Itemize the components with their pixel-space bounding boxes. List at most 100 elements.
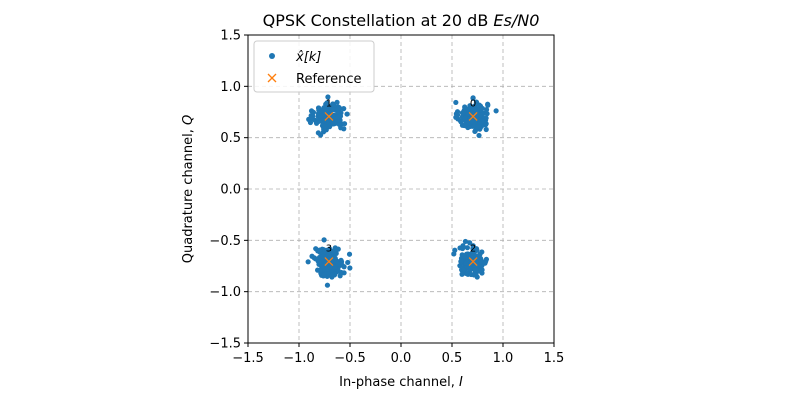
estimate-point <box>482 122 489 128</box>
estimate-point <box>469 119 475 125</box>
estimate-point <box>309 253 315 259</box>
estimate-point <box>485 102 491 108</box>
reference-point-label: 3 <box>326 244 332 255</box>
estimate-point <box>313 256 319 262</box>
estimate-point <box>461 122 467 129</box>
estimate-point <box>464 245 470 251</box>
legend-label-reference: Reference <box>296 72 361 87</box>
estimate-point <box>313 120 320 126</box>
estimate-point <box>482 260 488 266</box>
x-tick-label: −1.0 <box>283 351 315 366</box>
estimate-point <box>320 263 326 269</box>
estimate-point <box>316 259 322 265</box>
x-tick-label: 1.0 <box>493 351 514 366</box>
y-axis-ticks: −1.5 −1.0 −0.5 0.0 0.5 1.0 1.5 <box>209 29 248 352</box>
legend-box <box>253 40 375 93</box>
estimate-point <box>476 132 482 139</box>
estimate-point <box>321 237 327 243</box>
estimate-point <box>483 126 489 133</box>
estimate-point <box>322 247 328 253</box>
y-tick-label: 0.5 <box>220 131 241 146</box>
estimate-point <box>478 106 484 113</box>
reference-point <box>324 257 334 267</box>
estimate-point <box>465 106 471 112</box>
x-tick-label: 0.5 <box>442 351 463 366</box>
estimate-point <box>346 251 353 257</box>
reference-point-label: 1 <box>326 98 332 109</box>
reference-point-label: 2 <box>470 244 476 255</box>
estimate-point <box>321 272 327 278</box>
y-tick-label: −0.5 <box>209 234 241 249</box>
estimate-point <box>338 125 344 131</box>
y-axis-label-text: Quadrature channel, <box>181 125 196 263</box>
reference-point <box>324 111 334 121</box>
estimate-point <box>459 271 465 277</box>
estimate-point <box>467 240 473 246</box>
estimate-point <box>341 106 347 112</box>
y-axis-label-var: Q <box>181 115 196 125</box>
estimate-point <box>317 247 323 253</box>
estimate-point <box>477 267 484 274</box>
x-axis-ticks: −1.5 −1.0 −0.5 0.0 0.5 1.0 1.5 <box>232 343 564 366</box>
reference-markers: 0 1 2 3 <box>324 98 478 267</box>
estimate-point <box>320 253 326 260</box>
y-axis-label: Quadrature channel, Q <box>181 115 196 263</box>
estimate-point <box>338 257 344 263</box>
estimate-point <box>329 272 335 278</box>
estimate-point <box>453 99 459 106</box>
estimate-point <box>341 121 348 127</box>
reference-point-label: 0 <box>470 98 476 109</box>
estimate-point <box>317 267 323 273</box>
estimate-point <box>474 253 480 259</box>
estimate-point <box>458 119 464 125</box>
estimate-point <box>326 251 333 257</box>
reference-point <box>468 257 478 267</box>
estimate-point <box>483 115 489 121</box>
estimate-point <box>341 264 347 270</box>
x-axis-label: In-phase channel, I <box>339 375 463 390</box>
estimate-point <box>335 261 341 267</box>
estimate-point <box>324 282 331 288</box>
estimate-point <box>477 259 484 265</box>
estimate-point <box>344 111 350 117</box>
x-tick-label: −1.5 <box>232 351 264 366</box>
legend-marker-dot <box>269 53 275 59</box>
estimate-point <box>331 120 337 126</box>
estimate-point <box>473 112 479 119</box>
y-tick-label: 0.0 <box>220 183 241 198</box>
estimate-point <box>315 130 321 136</box>
estimate-point <box>460 243 466 249</box>
estimate-point <box>475 124 481 130</box>
chart-title: QPSK Constellation at 20 dB Es/N0 <box>263 11 540 30</box>
legend: x̂[k] Reference <box>253 40 375 93</box>
estimate-point <box>305 259 311 265</box>
estimate-point <box>330 106 336 113</box>
chart-title-text: QPSK Constellation at 20 dB <box>263 11 494 30</box>
estimate-point <box>472 128 478 135</box>
estimate-point <box>325 94 331 100</box>
estimate-point <box>472 267 479 273</box>
y-tick-label: 1.0 <box>220 80 241 95</box>
chart-title-math: Es/N0 <box>493 11 539 30</box>
x-axis-label-var: I <box>459 375 463 390</box>
reference-point <box>468 111 478 121</box>
y-tick-label: −1.5 <box>209 337 241 352</box>
estimate-point <box>477 112 483 118</box>
estimate-point <box>471 106 478 113</box>
estimate-point <box>307 119 314 126</box>
estimate-point <box>462 238 469 245</box>
estimate-point <box>323 260 330 266</box>
estimate-point <box>319 113 325 119</box>
estimate-point <box>308 108 315 114</box>
x-axis-label-text: In-phase channel, <box>339 375 459 390</box>
estimate-point <box>347 265 353 271</box>
estimate-point <box>337 113 344 119</box>
estimate-point <box>459 110 466 116</box>
estimate-point <box>484 111 490 117</box>
estimate-point <box>336 105 342 111</box>
estimate-point <box>327 264 333 270</box>
legend-label-estimates: x̂[k] <box>295 50 321 65</box>
estimate-point <box>335 109 341 115</box>
